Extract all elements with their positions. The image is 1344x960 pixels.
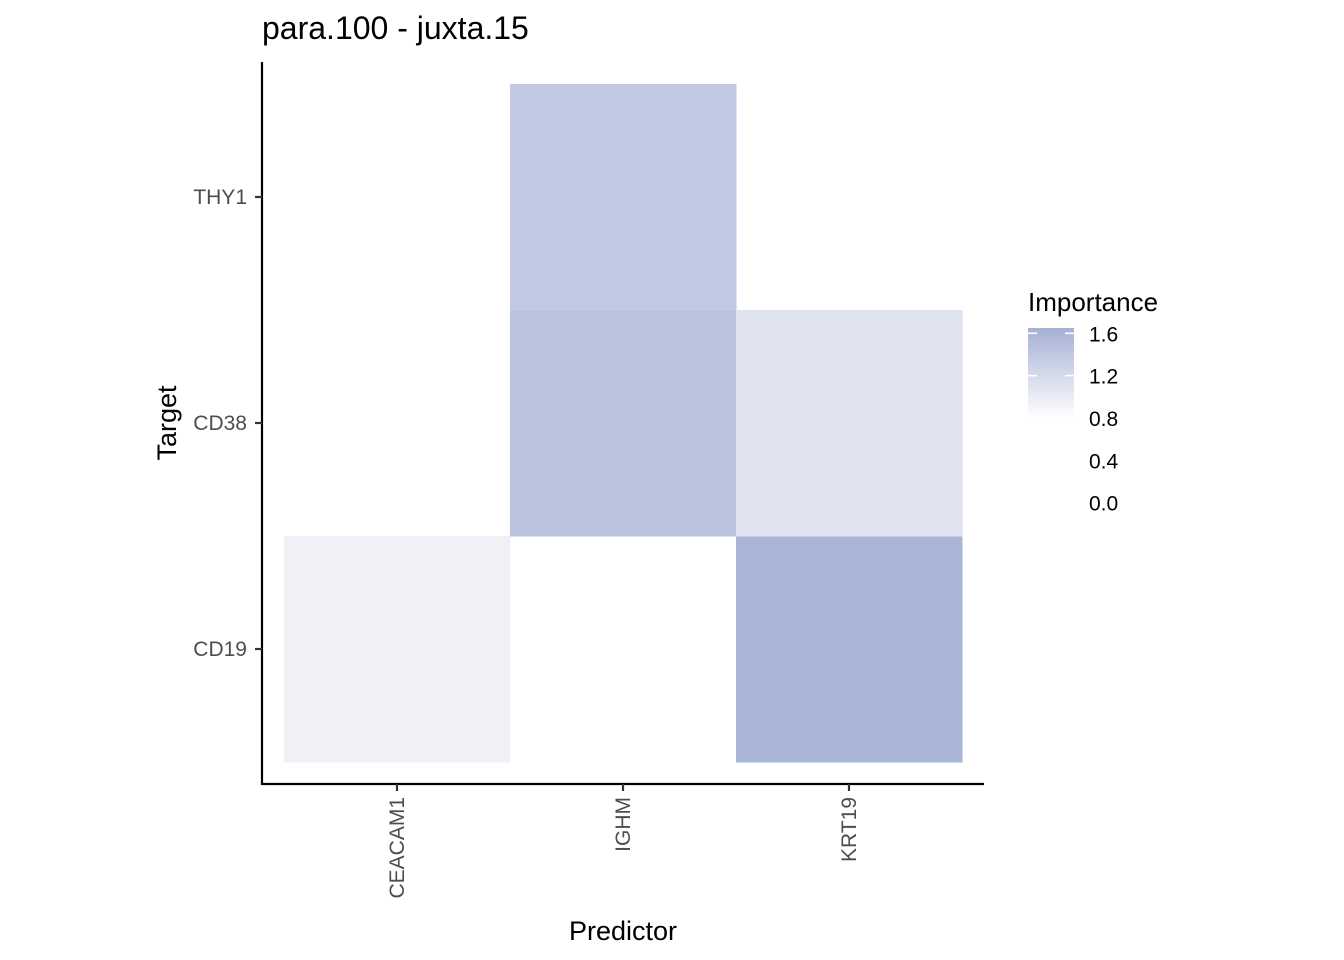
legend-color-bar — [1028, 328, 1074, 418]
x-tick-label-ceacam1: CEACAM1 — [386, 797, 409, 899]
x-tick-label-krt19: KRT19 — [838, 797, 861, 862]
x-axis-ticks: CEACAM1 IGHM KRT19 — [386, 784, 861, 899]
heatmap-cell-ceacam1-cd19 — [284, 536, 511, 763]
legend-ticks: 1.6 1.2 0.8 0.4 0.0 — [1028, 323, 1119, 516]
legend-tick-label-4: 0.0 — [1089, 493, 1118, 516]
heatmap-cell-krt19-cd38 — [736, 310, 963, 537]
heatmap-cells — [284, 84, 963, 763]
y-tick-label-thy1: THY1 — [193, 186, 247, 209]
importance-legend: Importance 1.6 1.2 0.8 0.4 0.0 — [1028, 287, 1158, 516]
legend-tick-label-2: 0.8 — [1089, 408, 1118, 431]
x-axis-title: Predictor — [569, 916, 677, 946]
y-axis-ticks: CD19 CD38 THY1 — [193, 186, 262, 661]
legend-tick-label-3: 0.4 — [1089, 450, 1119, 473]
legend-tick-label-1: 1.2 — [1089, 366, 1118, 389]
y-tick-label-cd19: CD19 — [193, 638, 247, 661]
heatmap-cell-ighm-cd38 — [510, 310, 737, 537]
x-tick-label-ighm: IGHM — [612, 797, 635, 852]
legend-title: Importance — [1028, 287, 1158, 317]
heatmap-cell-krt19-cd19 — [736, 536, 963, 763]
heatmap-cell-ighm-thy1 — [510, 84, 737, 311]
chart-title: para.100 - juxta.15 — [262, 10, 529, 46]
y-axis-title: Target — [152, 385, 182, 461]
legend-tick-label-0: 1.6 — [1089, 323, 1118, 346]
y-tick-label-cd38: CD38 — [193, 412, 247, 435]
